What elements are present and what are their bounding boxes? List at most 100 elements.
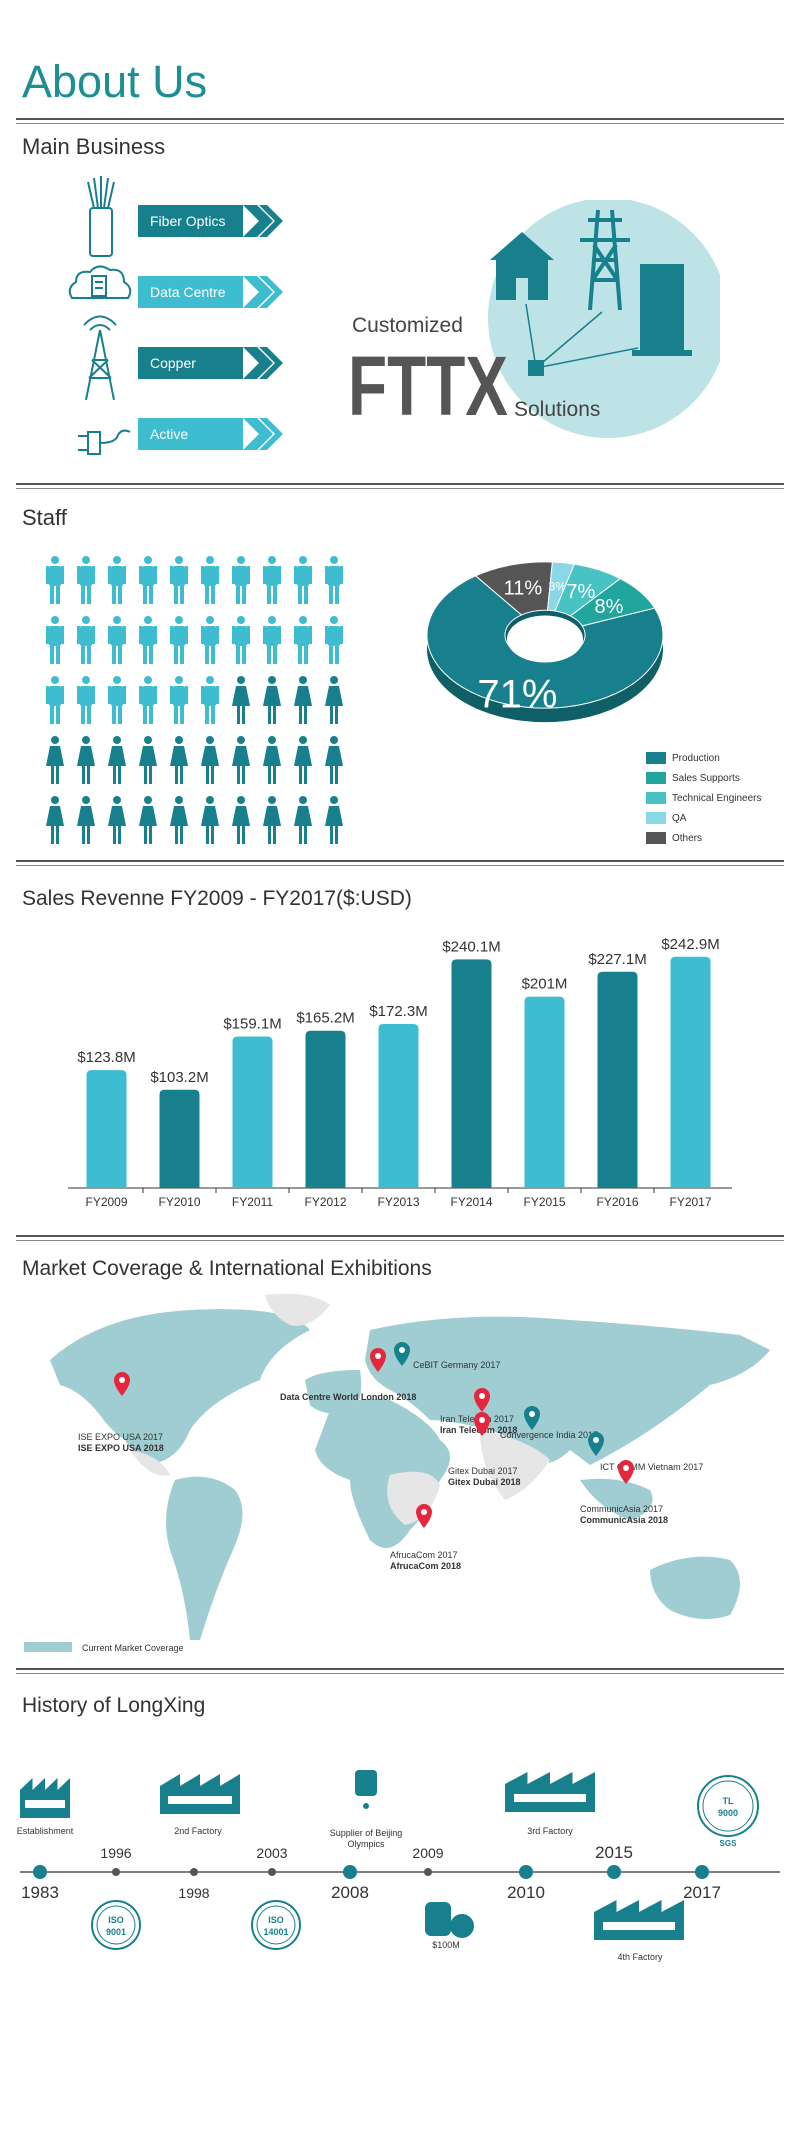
legend-item: Others <box>646 828 796 848</box>
pie-slice-sales-supports <box>569 578 656 627</box>
male-figure-icon <box>201 676 219 724</box>
female-figure-icon <box>232 736 250 784</box>
timeline-dot <box>190 1868 198 1876</box>
svg-text:9000: 9000 <box>718 1808 738 1818</box>
map-pin-icon <box>416 1504 432 1528</box>
business-label-copper: Copper <box>138 347 243 379</box>
double-chevron-icon <box>243 205 283 237</box>
female-figure-icon <box>263 796 281 844</box>
legend-label: Technical Engineers <box>672 792 762 804</box>
svg-text:9001: 9001 <box>106 1927 126 1937</box>
male-figure-icon <box>139 676 157 724</box>
timeline-year: 1996 <box>100 1845 131 1861</box>
divider <box>16 123 784 124</box>
fttx-customized: Customized <box>352 314 463 337</box>
x-tick-label: FY2015 <box>523 1195 565 1209</box>
bar-value-label: $103.2M <box>150 1069 208 1086</box>
timeline-dot <box>695 1865 709 1879</box>
factory-icon <box>160 1774 240 1814</box>
female-figure-icon <box>201 736 219 784</box>
timeline-year: 2003 <box>256 1845 287 1861</box>
female-figure-icon <box>232 796 250 844</box>
male-figure-icon <box>108 556 126 604</box>
female-figure-icon <box>201 796 219 844</box>
exhibition-label: AfrucaCom 2018 <box>390 1561 461 1571</box>
pie-label: 71% <box>477 672 557 716</box>
bar-fy2014 <box>451 959 492 1188</box>
bar-value-label: $172.3M <box>369 1003 427 1020</box>
bar-value-label: $165.2M <box>296 1010 354 1027</box>
tower-icon <box>83 315 117 401</box>
business-list <box>68 176 132 455</box>
legend-item: Production <box>646 748 796 768</box>
female-figure-icon <box>263 676 281 724</box>
coins-icon <box>425 1902 474 1938</box>
bar-fy2013 <box>378 1023 419 1188</box>
sales-bar-chart: $123.8M FY2009 $103.2M FY2010 $159.1M FY2011 $… <box>68 936 732 1209</box>
cloud-server-icon <box>68 265 132 299</box>
bar-fy2011 <box>232 1036 273 1188</box>
node-icon <box>528 360 544 376</box>
male-figure-icon <box>108 616 126 664</box>
bar-fy2016 <box>597 971 638 1188</box>
exhibition-label: CeBIT Germany 2017 <box>413 1360 500 1370</box>
staff-legend: Production Sales Supports Technical Engine… <box>646 748 796 848</box>
divider <box>16 1235 784 1237</box>
pie-label: 11% <box>504 578 543 600</box>
female-figure-icon <box>263 736 281 784</box>
factory-icon <box>20 1778 70 1818</box>
female-figure-icon <box>232 676 250 724</box>
male-figure-icon <box>325 556 343 604</box>
timeline-year: 2017 <box>683 1883 721 1902</box>
male-figure-icon <box>232 616 250 664</box>
building-icon <box>632 264 692 356</box>
exhibition-label: ISE EXPO USA 2017 <box>78 1432 163 1442</box>
divider <box>16 860 784 862</box>
x-tick-label: FY2016 <box>596 1195 638 1209</box>
divider <box>16 1673 784 1674</box>
female-figure-icon <box>294 796 312 844</box>
staff-pie-chart: 71% 11% 3% 7%8% <box>426 561 664 723</box>
map-pin-icon <box>524 1406 540 1430</box>
exhibition-label: ISE EXPO USA 2018 <box>78 1443 164 1453</box>
legend-swatch <box>24 1642 72 1652</box>
pie-label: 3% <box>549 580 567 594</box>
timeline-dot <box>112 1868 120 1876</box>
x-tick-label: FY2017 <box>669 1195 711 1209</box>
female-figure-icon <box>294 676 312 724</box>
timeline-dot <box>424 1868 432 1876</box>
divider <box>16 1668 784 1670</box>
world-map: Current Market Coverage <box>24 1293 770 1653</box>
sgs-badge-icon: SGS <box>720 1839 738 1848</box>
svg-text:ISO: ISO <box>108 1915 124 1925</box>
legend-label: Production <box>672 752 720 764</box>
female-figure-icon <box>77 736 95 784</box>
bar-fy2012 <box>305 1030 346 1188</box>
timeline-year: 2015 <box>595 1843 633 1862</box>
section-title-staff: Staff <box>22 505 67 530</box>
legend-swatch <box>646 772 666 784</box>
legend-swatch <box>646 792 666 804</box>
male-figure-icon <box>294 616 312 664</box>
fttx-solutions: Solutions <box>514 398 600 421</box>
legend-label: QA <box>672 812 687 824</box>
male-figure-icon <box>232 556 250 604</box>
divider <box>16 488 784 489</box>
bar-value-label: $123.8M <box>77 1049 135 1066</box>
exhibition-label: ICT COMM Vietnam 2017 <box>600 1462 703 1472</box>
male-figure-icon <box>201 616 219 664</box>
female-figure-icon <box>139 796 157 844</box>
timeline-dot <box>607 1865 621 1879</box>
legend-label: Others <box>672 832 703 844</box>
timeline-event-label: Establishment <box>17 1826 74 1836</box>
exhibition-label: AfrucaCom 2017 <box>390 1550 458 1560</box>
olympics-logo-icon <box>355 1770 377 1809</box>
timeline-event-label: Supplier of Beijing <box>330 1828 403 1838</box>
x-tick-label: FY2011 <box>232 1195 273 1209</box>
house-icon <box>490 232 554 300</box>
map-pin-icon <box>618 1460 634 1484</box>
map-pin-icon <box>474 1412 490 1436</box>
female-figure-icon <box>46 736 64 784</box>
female-figure-icon <box>139 736 157 784</box>
svg-text:TL: TL <box>723 1796 734 1806</box>
